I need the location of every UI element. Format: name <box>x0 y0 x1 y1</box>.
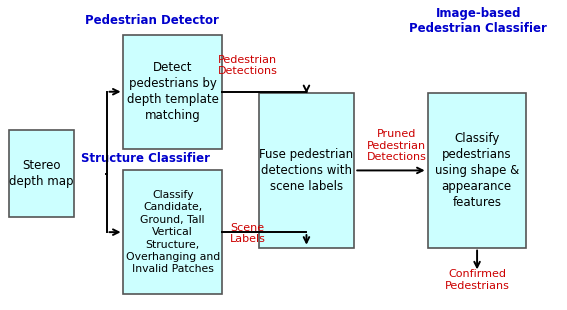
Text: Pruned
Pedestrian
Detections: Pruned Pedestrian Detections <box>367 129 426 162</box>
FancyBboxPatch shape <box>124 170 222 294</box>
Text: Pedestrian
Detections: Pedestrian Detections <box>217 55 277 76</box>
Text: Classify
pedestrians
using shape &
appearance
features: Classify pedestrians using shape & appea… <box>435 132 519 209</box>
Text: Stereo
depth map: Stereo depth map <box>9 159 74 188</box>
FancyBboxPatch shape <box>259 93 354 248</box>
Text: Scene
Labels: Scene Labels <box>230 223 265 245</box>
Text: Classify
Candidate,
Ground, Tall
Vertical
Structure,
Overhanging and
Invalid Pat: Classify Candidate, Ground, Tall Vertica… <box>126 190 220 274</box>
Text: Confirmed
Pedestrians: Confirmed Pedestrians <box>445 269 510 291</box>
Text: Detect
pedestrians by
depth template
matching: Detect pedestrians by depth template mat… <box>127 61 219 122</box>
Text: Fuse pedestrian
detections with
scene labels: Fuse pedestrian detections with scene la… <box>259 148 354 193</box>
FancyBboxPatch shape <box>124 35 222 149</box>
Text: Structure Classifier: Structure Classifier <box>82 152 210 165</box>
FancyBboxPatch shape <box>9 130 74 217</box>
Text: Pedestrian Detector: Pedestrian Detector <box>84 14 218 27</box>
FancyBboxPatch shape <box>428 93 526 248</box>
Text: Image-based
Pedestrian Classifier: Image-based Pedestrian Classifier <box>409 7 547 35</box>
